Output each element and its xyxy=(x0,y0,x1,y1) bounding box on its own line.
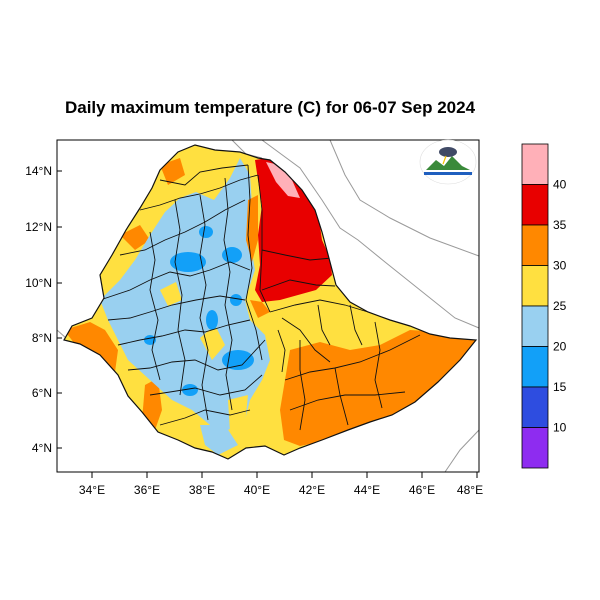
lon-tick-label: 38°E xyxy=(189,483,215,497)
colorbar-segment xyxy=(521,346,549,388)
colorbar-segment xyxy=(521,265,549,307)
lat-axis: 4°N 6°N 8°N 10°N 12°N 14°N xyxy=(25,164,62,455)
colorbar-segment xyxy=(521,427,549,469)
plot-frame xyxy=(56,139,480,473)
region-boundaries xyxy=(99,164,421,431)
lat-tick-label: 8°N xyxy=(32,331,52,345)
colorbar-segment xyxy=(521,305,549,347)
colorbar-label: 10 xyxy=(553,421,567,435)
zone-cool-8 xyxy=(230,294,242,306)
colorbar-label: 35 xyxy=(553,218,567,232)
colorbar-segment xyxy=(521,224,549,266)
zone-southwest-hot xyxy=(142,378,162,430)
zone-cool-5 xyxy=(206,310,218,330)
lon-tick-label: 34°E xyxy=(79,483,105,497)
neighbor-boundaries xyxy=(56,139,480,473)
zone-south-warm-patch xyxy=(228,395,248,432)
colorbar-segment xyxy=(521,184,549,226)
zone-south-mild-patch xyxy=(200,425,238,455)
lat-tick-label: 10°N xyxy=(25,276,52,290)
colorbar-segment xyxy=(521,143,549,185)
zone-afar-extreme xyxy=(266,162,300,198)
lat-tick-label: 6°N xyxy=(32,386,52,400)
zone-cool-1 xyxy=(170,252,206,272)
lat-tick-label: 12°N xyxy=(25,220,52,234)
colorbar: 40 35 30 25 20 15 10 xyxy=(521,143,567,469)
zone-cool-3 xyxy=(199,226,213,238)
colorbar-label: 30 xyxy=(553,259,567,273)
zone-northwest-hot xyxy=(120,225,150,250)
country-outline xyxy=(63,144,478,460)
lat-tick-label: 4°N xyxy=(32,441,52,455)
lon-axis: 34°E 36°E 38°E 40°E 42°E 44°E 46°E 48°E xyxy=(79,472,483,497)
colorbar-label: 25 xyxy=(553,299,567,313)
mountain-icon xyxy=(426,156,470,170)
colorbar-label: 40 xyxy=(553,178,567,192)
lon-tick-label: 36°E xyxy=(134,483,160,497)
colorbar-label: 15 xyxy=(553,380,567,394)
lon-tick-label: 42°E xyxy=(299,483,325,497)
colorbar-label: 20 xyxy=(553,340,567,354)
zone-cool-4 xyxy=(222,350,254,370)
map-title: Daily maximum temperature (C) for 06-07 … xyxy=(65,98,476,117)
zone-southeast-hot xyxy=(280,330,476,446)
colorbar-segment xyxy=(521,386,549,428)
lat-tick-label: 14°N xyxy=(25,164,52,178)
lightning-icon xyxy=(442,155,447,165)
zone-north-hot xyxy=(160,158,185,185)
zone-afar-fringe-2 xyxy=(250,300,270,318)
lon-tick-label: 48°E xyxy=(457,483,483,497)
lon-tick-label: 40°E xyxy=(244,483,270,497)
zone-cool-2 xyxy=(222,247,242,263)
zone-afar-very-hot xyxy=(255,158,332,302)
lon-tick-label: 46°E xyxy=(409,483,435,497)
cloud-icon xyxy=(439,147,457,157)
zone-highlands-warm-patch-2 xyxy=(160,282,182,306)
zone-cool-7 xyxy=(182,384,198,396)
institute-logo xyxy=(419,139,477,185)
zone-highlands-warm-patch xyxy=(200,325,225,360)
lon-tick-label: 44°E xyxy=(354,483,380,497)
logo-banner xyxy=(424,172,472,175)
